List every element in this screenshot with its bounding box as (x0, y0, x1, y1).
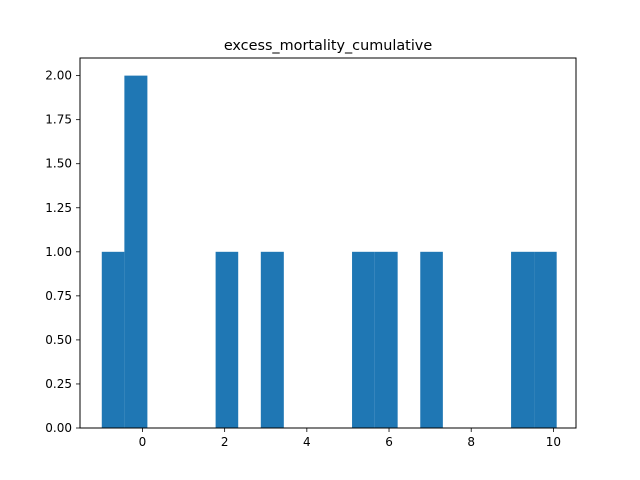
chart-title: excess_mortality_cumulative (224, 38, 433, 54)
x-tick-label: 0 (139, 435, 147, 449)
y-tick-label: 0.25 (45, 377, 72, 391)
y-tick-label: 1.75 (45, 113, 72, 127)
histogram-bar (352, 251, 375, 428)
bars-group (101, 75, 557, 429)
y-tick-label: 0.75 (45, 289, 72, 303)
x-tick-label: 4 (303, 435, 311, 449)
y-tick-label: 0.50 (45, 333, 72, 347)
y-tick-label: 1.50 (45, 157, 72, 171)
x-tick-label: 6 (385, 435, 393, 449)
y-tick-label: 1.00 (45, 245, 72, 259)
histogram-bar (374, 251, 398, 428)
histogram-bar (420, 251, 443, 428)
y-tick-label: 0.00 (45, 421, 72, 435)
histogram-bar (534, 251, 557, 428)
histogram-bar (101, 251, 125, 428)
x-tick-label: 2 (221, 435, 229, 449)
y-tick-label: 2.00 (45, 69, 72, 83)
histogram-bar (511, 251, 535, 428)
histogram-bar (124, 75, 148, 429)
histogram-bar (215, 251, 239, 428)
y-axis-ticks: 0.00 0.25 0.50 0.75 1.00 1.25 1.50 1.75 2.00 (45, 69, 80, 435)
x-tick-label: 8 (467, 435, 475, 449)
histogram-bar (260, 251, 284, 428)
x-axis-ticks: 0 2 4 6 8 10 (139, 428, 561, 449)
y-tick-label: 1.25 (45, 201, 72, 215)
plot-frame (79, 57, 577, 429)
x-tick-label: 10 (546, 435, 561, 449)
